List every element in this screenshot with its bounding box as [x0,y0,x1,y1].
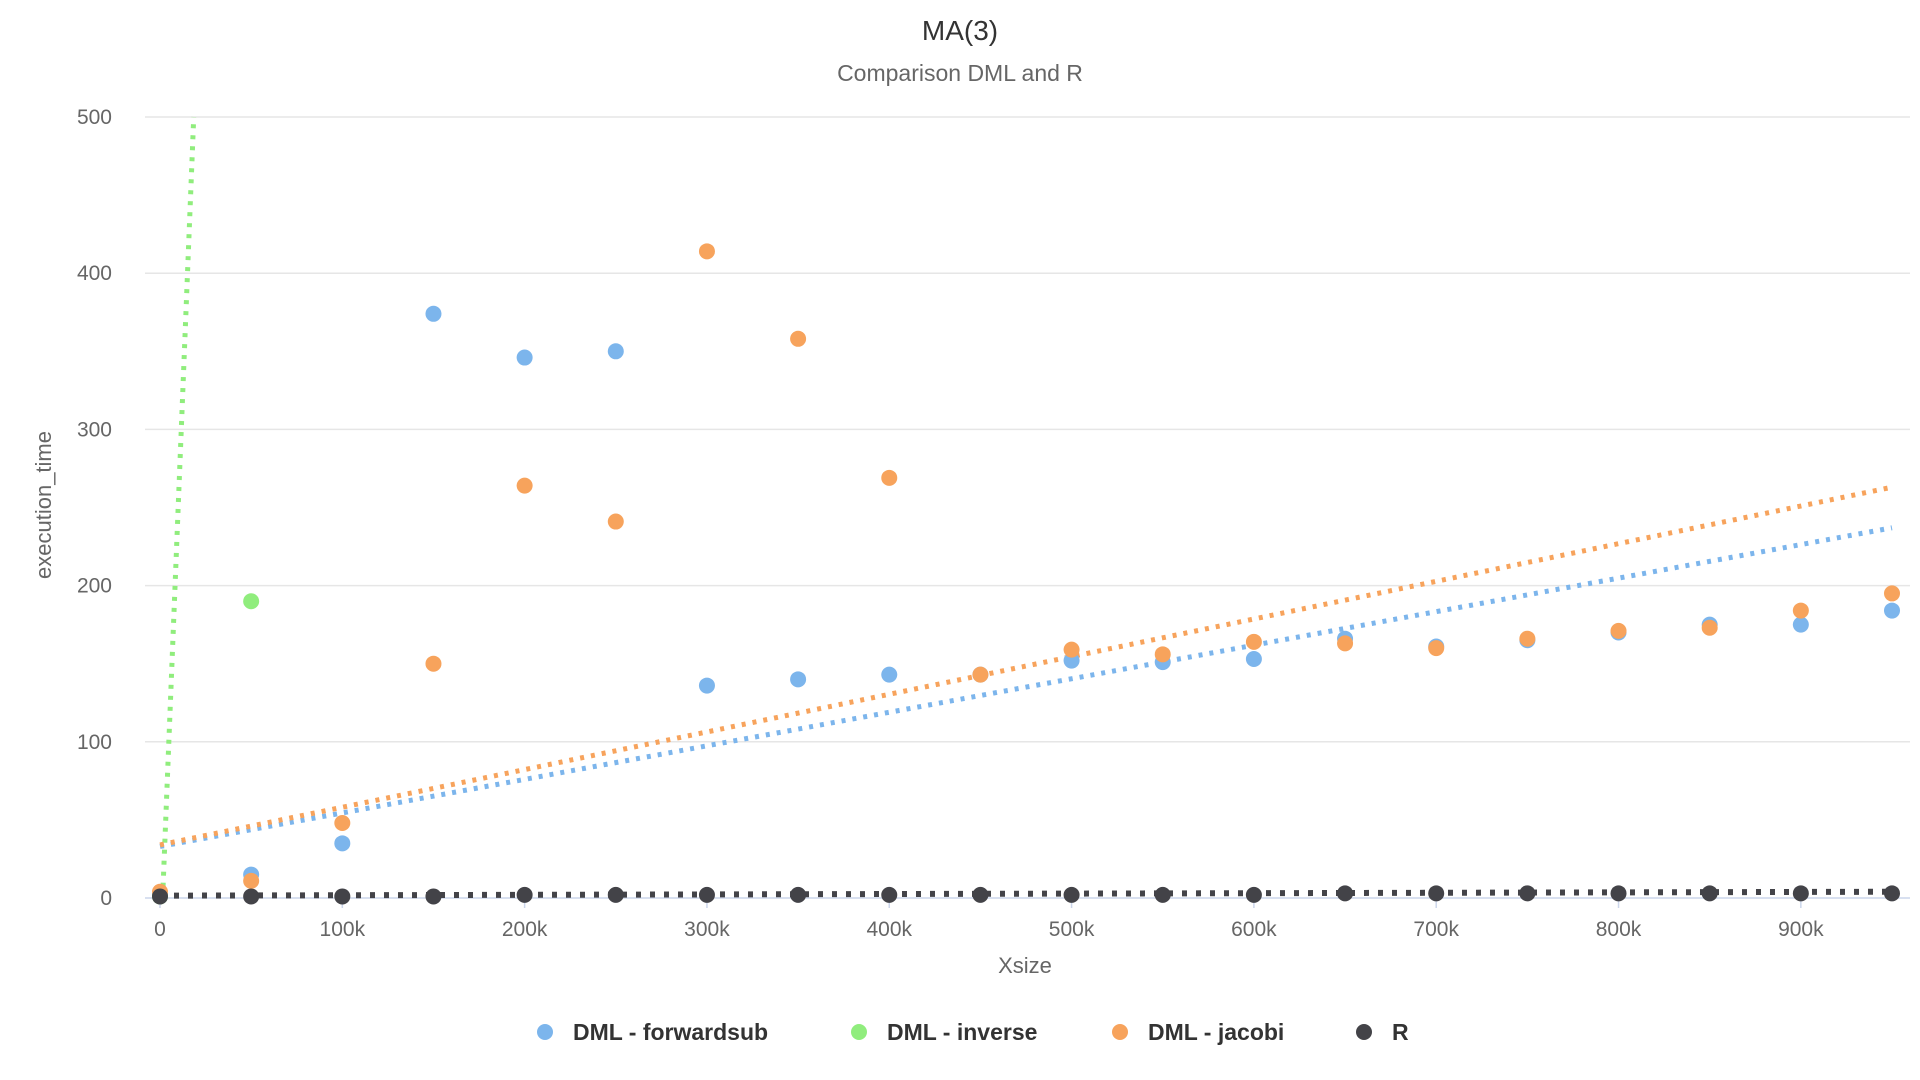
x-axis-title: Xsize [998,953,1052,978]
data-point [425,305,442,322]
x-tick-label: 0 [154,918,166,941]
y-tick-label: 200 [77,575,112,598]
data-point [1792,616,1809,633]
legend-label: DML - inverse [887,1019,1037,1045]
data-point [698,677,715,694]
x-tick-label: 100k [320,918,366,941]
data-point [1701,619,1718,636]
data-point [516,477,533,494]
data-point [1154,646,1171,663]
data-point [790,671,807,688]
y-tick-label: 400 [77,262,112,285]
trend-line [160,116,197,900]
data-point [607,513,624,530]
legend: DML - forwardsub DML - inverse DML - jacob… [537,1019,1409,1045]
x-tick-label: 800k [1596,918,1642,941]
data-point [881,666,898,683]
data-point [334,815,351,832]
data-point [881,469,898,486]
data-point [1792,885,1809,902]
x-tick-label: 900k [1778,918,1824,941]
legend-marker [1356,1024,1372,1040]
y-tick-label: 100 [77,731,112,754]
data-point [1884,885,1900,902]
data-point [1063,641,1080,658]
data-point [607,886,624,903]
legend-label: DML - jacobi [1148,1019,1284,1045]
y-tick-label: 300 [77,418,112,441]
trend-line [159,484,1893,848]
data-point [790,330,807,347]
data-point [790,886,807,903]
data-point [1701,885,1718,902]
data-point [516,349,533,366]
data-point [152,888,168,905]
data-point [1884,602,1900,619]
x-axis-ticks: 0 100k 200k 300k 400k 500k 600k 700k 800k 900k [154,898,1824,941]
legend-label: R [1392,1019,1409,1045]
trend-lines [159,116,1893,900]
x-tick-label: 400k [866,918,912,941]
legend-marker [851,1024,867,1040]
data-point [1245,633,1262,650]
x-tick-label: 200k [502,918,548,941]
legend-marker [537,1024,553,1040]
data-point [1245,651,1262,668]
data-point [1884,585,1900,602]
data-point [881,886,898,903]
data-point [425,655,442,672]
data-point [1519,885,1536,902]
legend-label: DML - forwardsub [573,1019,768,1045]
data-point [243,872,260,889]
data-point [1063,886,1080,903]
trend-line [159,888,1893,899]
data-point [1063,652,1080,669]
y-axis-title: execution_time [31,431,56,579]
chart-title: MA(3) [922,15,998,46]
data-point [1610,885,1627,902]
x-tick-label: 500k [1049,918,1095,941]
data-point [698,886,715,903]
trend-line [159,525,1893,849]
x-tick-label: 600k [1231,918,1277,941]
y-tick-label: 0 [100,887,112,910]
data-point [1337,885,1354,902]
grid-lines [145,116,1910,899]
data-point [334,835,351,852]
data-point [243,593,260,610]
data-point [1792,602,1809,619]
data-point [1519,630,1536,647]
chart-subtitle: Comparison DML and R [837,60,1083,86]
data-point [698,243,715,260]
data-point [1245,886,1262,903]
data-point [425,888,442,905]
data-point [1337,635,1354,652]
data-point [1610,622,1627,639]
data-point [516,886,533,903]
data-points [152,243,1900,905]
data-point [972,666,989,683]
x-tick-label: 700k [1413,918,1459,941]
y-tick-label: 500 [77,106,112,129]
legend-marker [1112,1024,1128,1040]
y-axis-ticks: 0 100 200 300 400 500 [77,106,112,910]
data-point [243,888,260,905]
data-point [972,886,989,903]
data-point [1428,885,1445,902]
data-point [607,343,624,360]
data-point [1428,640,1445,657]
data-point [334,888,351,905]
x-tick-label: 300k [684,918,730,941]
data-point [1154,886,1171,903]
